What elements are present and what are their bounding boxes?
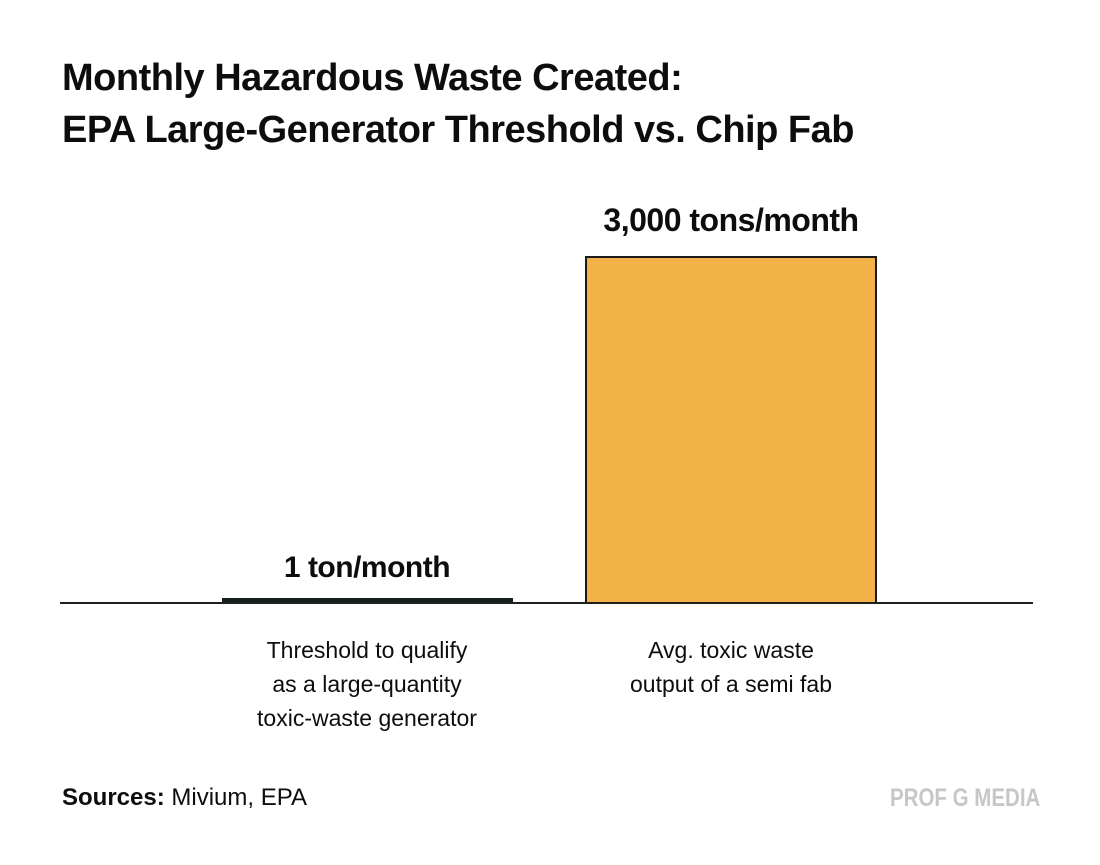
value-label-threshold: 1 ton/month xyxy=(283,551,451,584)
category-label-threshold-line3: toxic-waste generator xyxy=(257,705,477,731)
category-label-fab-line2: output of a semi fab xyxy=(629,671,832,697)
value-label-fab: 3,000 tons/month xyxy=(603,202,859,238)
sources-label: Sources: xyxy=(62,784,165,811)
chart-title-line1: Monthly Hazardous Waste Created: xyxy=(62,57,683,99)
category-label-threshold-line1: Threshold to qualify xyxy=(266,637,468,663)
sources-line: Sources: Mivium, EPA xyxy=(62,784,307,812)
x-axis-line xyxy=(60,602,1033,604)
bar-fab xyxy=(585,256,877,604)
category-label-fab-line1: Avg. toxic waste xyxy=(648,637,814,663)
bar-threshold xyxy=(222,598,513,604)
chart-title: Monthly Hazardous Waste Created: EPA Lar… xyxy=(62,52,1062,156)
category-label-fab: Avg. toxic waste output of a semi fab xyxy=(511,633,951,701)
category-label-threshold-line2: as a large-quantity xyxy=(272,671,462,697)
chart-title-line2: EPA Large-Generator Threshold vs. Chip F… xyxy=(62,109,854,151)
brand-watermark: PROF G MEDIA xyxy=(889,784,1040,812)
category-label-threshold: Threshold to qualify as a large-quantity… xyxy=(147,633,587,735)
sources-value: Mivium, EPA xyxy=(164,784,307,811)
